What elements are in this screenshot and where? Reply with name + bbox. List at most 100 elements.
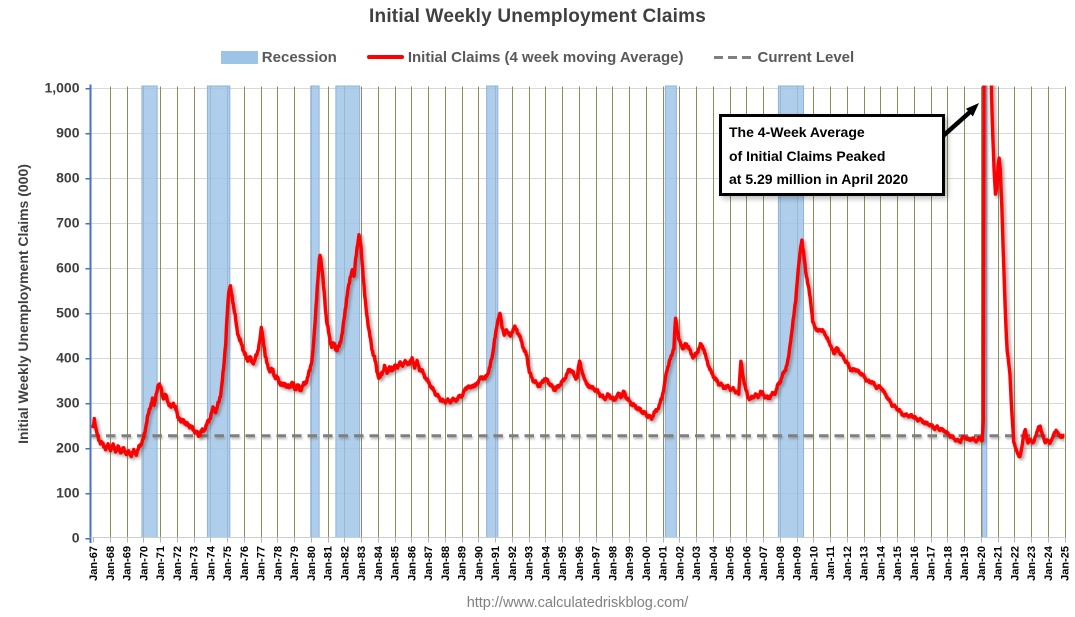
- x-tick-label: Jan-14: [875, 545, 887, 581]
- y-tick-label: 800: [56, 170, 80, 186]
- legend-label-recession: Recession: [261, 48, 337, 66]
- x-tick-label: Jan-72: [172, 546, 184, 581]
- initial-claims-line: [91, 85, 1065, 459]
- x-tick-label: Jan-81: [323, 546, 335, 581]
- x-tick-label: Jan-90: [473, 546, 485, 581]
- x-tick-label: Jan-16: [909, 546, 921, 581]
- x-tick-label: Jan-09: [792, 546, 804, 581]
- y-tick-label: 1,000: [44, 80, 79, 96]
- x-tick-label: Jan-91: [490, 546, 502, 581]
- y-tick-label: 0: [72, 530, 80, 546]
- y-tick-label: 600: [56, 260, 80, 276]
- x-tick-label: Jan-80: [306, 546, 318, 581]
- x-tick-label: Jan-10: [808, 546, 820, 581]
- annotation-line: The 4-Week Average: [729, 124, 865, 140]
- y-tick-label: 500: [56, 305, 80, 321]
- x-tick-label: Jan-95: [557, 546, 569, 581]
- footer-url: http://www.calculatedriskblog.com/: [466, 595, 689, 611]
- recession-band: [335, 85, 361, 538]
- x-tick-label: Jan-99: [624, 546, 636, 581]
- x-tick-label: Jan-17: [926, 546, 938, 581]
- x-tick-label: Jan-83: [356, 546, 368, 581]
- recession-band: [141, 85, 158, 538]
- x-tick-label: Jan-87: [423, 546, 435, 581]
- y-axis-labels: 0 100 200 300 400 500 600 700 800 900 1,000: [44, 80, 79, 546]
- x-tick-label: Jan-96: [574, 546, 586, 581]
- x-tick-label: Jan-71: [155, 546, 167, 581]
- x-tick-label: Jan-04: [708, 545, 720, 581]
- x-tick-label: Jan-18: [942, 546, 954, 581]
- annotation-line: at 5.29 million in April 2020: [729, 171, 909, 188]
- x-tick-label: Jan-01: [658, 546, 670, 581]
- legend-item-initial-claims: Initial Claims (4 week moving Average): [366, 48, 684, 66]
- recession-band: [664, 85, 677, 538]
- x-tick-label: Jan-22: [1009, 546, 1021, 581]
- x-tick-label: Jan-89: [457, 546, 469, 581]
- x-tick-label: Jan-19: [959, 546, 971, 581]
- y-tick-label: 700: [56, 215, 80, 231]
- x-tick-label: Jan-84: [373, 545, 385, 581]
- x-tick-label: Jan-24: [1043, 545, 1055, 581]
- x-tick-label: Jan-25: [1060, 546, 1072, 581]
- axes: [85, 84, 1066, 543]
- x-tick-label: Jan-00: [641, 546, 653, 581]
- y-tick-label: 400: [56, 350, 80, 366]
- recession-swatch-icon: [220, 50, 258, 64]
- legend-item-current-level: Current Level: [713, 48, 855, 66]
- current-level-swatch-icon: [713, 55, 754, 59]
- x-axis-labels: Jan-67 Jan-68 Jan-69 Jan-70 Jan-71 Jan-72 Jan-…: [88, 545, 1072, 581]
- x-tick-label: Jan-08: [775, 546, 787, 581]
- x-tick-label: Jan-03: [691, 546, 703, 581]
- recession-band: [486, 85, 499, 538]
- annotation-arrow-head: [966, 103, 979, 117]
- annotation-line: of Initial Claims Peaked: [729, 147, 886, 164]
- y-tick-label: 200: [56, 440, 80, 456]
- x-tick-label: Jan-02: [674, 546, 686, 581]
- x-tick-label: Jan-68: [105, 546, 117, 581]
- x-tick-label: Jan-94: [540, 545, 552, 581]
- x-tick-label: Jan-06: [741, 546, 753, 581]
- x-tick-label: Jan-12: [842, 546, 854, 581]
- x-tick-label: Jan-88: [440, 546, 452, 581]
- annotation-box: The 4-Week Average of Initial Claims Pea…: [719, 114, 945, 196]
- x-tick-label: Jan-73: [189, 546, 201, 581]
- x-tick-label: Jan-75: [222, 546, 234, 581]
- legend: Recession Initial Claims (4 week moving …: [0, 46, 1075, 68]
- x-tick-label: Jan-69: [122, 546, 134, 581]
- x-tick-label: Jan-79: [289, 546, 301, 581]
- legend-label-current-level: Current Level: [757, 48, 855, 66]
- claims-line-swatch-icon: [366, 55, 404, 59]
- x-tick-label: Jan-77: [256, 546, 268, 581]
- x-tick-label: Jan-05: [725, 546, 737, 581]
- x-tick-label: Jan-85: [390, 546, 402, 581]
- x-tick-label: Jan-67: [88, 546, 100, 581]
- annotation-arrow-shaft: [941, 110, 972, 138]
- x-tick-label: Jan-21: [993, 546, 1005, 581]
- x-tick-label: Jan-93: [524, 546, 536, 581]
- x-tick-label: Jan-82: [339, 546, 351, 581]
- chart-title: Initial Weekly Unemployment Claims: [369, 6, 706, 27]
- y-tick-label: 100: [56, 485, 80, 501]
- x-tick-label: Jan-78: [272, 546, 284, 581]
- x-tick-label: Jan-13: [859, 546, 871, 581]
- x-tick-label: Jan-97: [591, 546, 603, 581]
- x-tick-label: Jan-76: [239, 546, 251, 581]
- x-tick-label: Jan-92: [507, 546, 519, 581]
- x-tick-label: Jan-20: [976, 546, 988, 581]
- x-tick-label: Jan-98: [607, 546, 619, 581]
- annotation-arrow: [941, 103, 979, 138]
- x-tick-label: Jan-70: [138, 546, 150, 581]
- legend-item-recession: Recession: [220, 48, 337, 66]
- horizontal-gridlines: [90, 88, 1065, 494]
- x-tick-label: Jan-86: [406, 546, 418, 581]
- y-tick-label: 900: [56, 125, 80, 141]
- x-tick-label: Jan-74: [205, 545, 217, 581]
- x-tick-label: Jan-11: [825, 546, 837, 580]
- x-tick-label: Jan-07: [758, 546, 770, 581]
- x-tick-label: Jan-15: [892, 546, 904, 581]
- legend-label-initial-claims: Initial Claims (4 week moving Average): [407, 48, 684, 66]
- y-tick-label: 300: [56, 395, 80, 411]
- x-tick-label: Jan-23: [1026, 546, 1038, 581]
